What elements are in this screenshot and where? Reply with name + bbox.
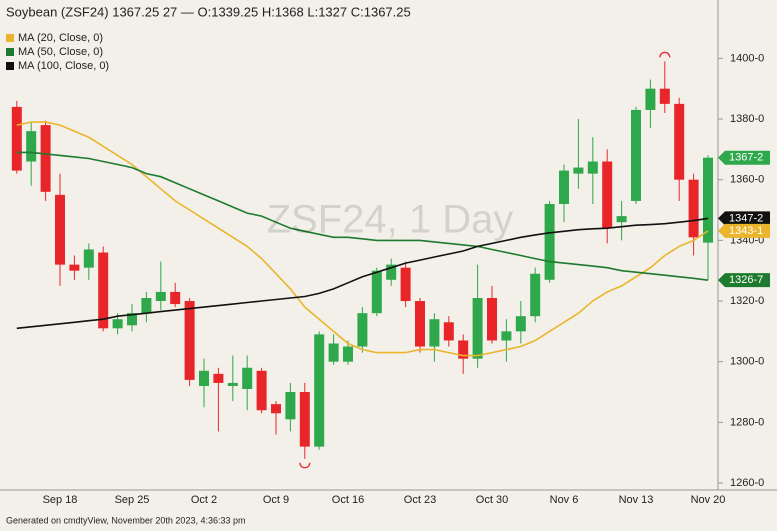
ma-line	[16, 217, 709, 330]
candle-body	[472, 297, 483, 359]
candle-body	[530, 273, 541, 317]
x-tick-label: Sep 18	[43, 494, 78, 506]
candle-body	[501, 331, 512, 341]
candle-body	[83, 249, 94, 268]
high-marker	[659, 51, 671, 58]
candle-body	[544, 203, 555, 280]
y-tick-label: 1280-0	[730, 416, 764, 428]
candle-body	[299, 392, 310, 447]
x-tick-label: Oct 30	[476, 494, 508, 506]
candle-body	[26, 131, 37, 162]
candle-body	[458, 340, 469, 359]
candle-body	[645, 88, 656, 110]
legend-label: MA (50, Close, 0)	[18, 46, 103, 58]
candle-body	[357, 313, 368, 347]
legend-swatch	[6, 34, 14, 42]
candle-body	[55, 194, 65, 265]
ma-line	[16, 121, 709, 357]
footer: Generated on cmdtyView, November 20th 20…	[6, 515, 245, 525]
candle-body	[688, 179, 699, 238]
candle-body	[271, 404, 281, 414]
plot-area	[0, 0, 718, 490]
plot	[11, 61, 713, 459]
x-tick-label: Nov 6	[550, 494, 579, 506]
candle-body	[515, 316, 526, 332]
candle-body	[141, 297, 152, 314]
candle-body	[371, 270, 382, 314]
candle-body	[703, 157, 713, 243]
y-tick-label: 1380-0	[730, 113, 764, 125]
x-tick-label: Oct 2	[191, 494, 217, 506]
price-tag-label: 1347-2	[729, 212, 763, 224]
candle-body	[487, 297, 497, 341]
candle-body	[155, 291, 166, 302]
candle-body	[415, 301, 425, 347]
candle-body	[674, 103, 685, 180]
candle-body	[443, 322, 454, 341]
y-tick-label: 1260-0	[730, 477, 764, 489]
candle-body	[127, 313, 137, 326]
candle-body	[199, 370, 209, 386]
candle-body	[429, 319, 440, 347]
candle-body	[69, 264, 80, 271]
candle-body	[256, 370, 267, 411]
candle-body	[213, 373, 224, 383]
chart-title: Soybean (ZSF24) 1367.25 27 — O:1339.25 H…	[6, 4, 411, 19]
x-tick-label: Sep 25	[115, 494, 150, 506]
price-tag-label: 1367-2	[729, 152, 763, 164]
candle-body	[659, 88, 670, 104]
y-tick-label: 1400-0	[730, 52, 764, 64]
low-marker	[299, 462, 311, 469]
candle-body	[559, 170, 569, 204]
candle-body	[573, 167, 584, 174]
candle-body	[631, 109, 641, 201]
candle-body	[170, 291, 181, 305]
candle-body	[242, 367, 253, 389]
candle-body	[184, 301, 195, 380]
price-tag-label: 1326-7	[729, 274, 763, 286]
x-tick-label: Oct 23	[404, 494, 436, 506]
price-tag	[718, 150, 770, 165]
y-tick-label: 1360-0	[730, 174, 764, 186]
candle-body	[40, 125, 51, 192]
watermark: ZSF24, 1 Day	[267, 198, 514, 242]
candle-body	[112, 319, 123, 329]
candle-body	[343, 346, 353, 362]
candle-body	[11, 106, 22, 171]
y-tick-label: 1320-0	[730, 295, 764, 307]
ma-line	[16, 151, 709, 281]
legend-label: MA (20, Close, 0)	[18, 32, 103, 44]
candle-body	[400, 267, 411, 302]
price-tag	[718, 223, 770, 238]
legend-swatch	[6, 62, 14, 70]
price-tag-label: 1343-1	[729, 225, 763, 237]
candle-body	[314, 334, 325, 447]
legend-swatch	[6, 48, 14, 56]
price-tag	[718, 211, 770, 226]
x-tick-label: Nov 20	[691, 494, 726, 506]
candle-body	[98, 252, 109, 329]
x-tick-label: Oct 16	[332, 494, 364, 506]
legend-label: MA (100, Close, 0)	[18, 60, 109, 72]
x-tick-label: Oct 9	[263, 494, 289, 506]
candle-body	[386, 264, 397, 280]
price-tag	[718, 273, 770, 288]
x-tick-label: Nov 13	[619, 494, 654, 506]
candle-body	[328, 343, 339, 362]
candle-body	[227, 382, 238, 386]
candle-body	[285, 392, 296, 420]
candle-body	[602, 161, 613, 229]
y-tick-label: 1300-0	[730, 356, 764, 368]
candle-body	[587, 161, 598, 174]
candle-body	[616, 216, 627, 223]
